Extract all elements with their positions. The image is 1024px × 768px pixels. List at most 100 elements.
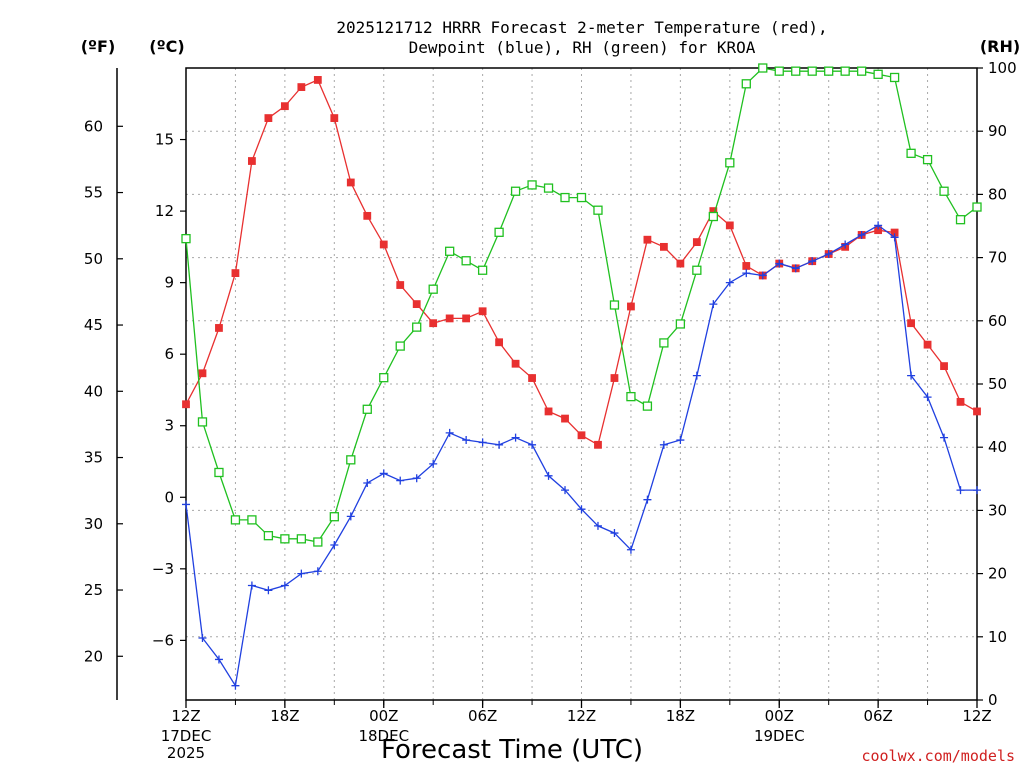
series-point [363,211,372,220]
unit-label-fahrenheit: (ºF) [81,37,116,56]
series-point [774,66,784,76]
series-point [478,307,487,316]
series-point [609,300,620,310]
series-point [230,515,241,525]
series-point [412,322,422,332]
series-point [808,257,817,266]
unit-label-rh: (RH) [980,37,1020,56]
series-point [642,401,653,411]
series-point [560,192,570,203]
series-point [577,505,586,514]
series-point [593,205,603,215]
series-point [973,407,981,416]
x-tick-date-label: 17DEC [161,727,212,745]
x-tick-label: 12Z [171,707,200,725]
series-point [461,256,471,266]
series-point [495,338,504,347]
series-point [544,471,553,480]
series-point [379,469,388,478]
celsius-tick-label: 12 [155,202,174,220]
series-point [626,545,635,554]
series-point [527,180,537,190]
series-point [231,681,240,690]
series-point [610,374,619,382]
series-point [198,369,207,378]
series-point [313,76,322,84]
series-point [824,250,833,259]
series-point [775,259,784,268]
rh-tick-label: 0 [988,691,998,709]
series-point [346,512,355,521]
x-tick-label: 12Z [962,707,991,725]
series-point [511,359,520,368]
series-point [906,148,916,158]
series-point [955,215,966,225]
series-point [923,340,932,349]
celsius-tick-label: 6 [164,345,174,363]
series-point [494,227,504,237]
series-point [725,221,734,230]
series-point [395,341,405,351]
series-point [758,271,767,280]
series-point [840,66,850,76]
series-point [379,240,388,249]
celsius-tick-label: 15 [155,131,174,149]
series-point [462,436,471,445]
celsius-tick-label: 9 [164,274,174,292]
rh-tick-label: 10 [988,628,1007,646]
series-point [824,66,834,76]
series-point [643,495,652,504]
x-axis-label: Forecast Time (UTC) [381,735,643,765]
series-point [659,338,669,348]
series-point [890,233,899,242]
rh-tick-label: 80 [988,185,1007,203]
series-point [445,314,454,323]
series-point [346,455,356,465]
fahrenheit-tick-label: 30 [84,515,103,533]
series-point [510,186,521,196]
rh-tick-label: 30 [988,501,1007,519]
series-point [264,586,273,595]
series-point [528,374,536,382]
fahrenheit-tick-label: 40 [84,382,103,400]
series-point [263,531,274,541]
x-tick-label: 06Z [468,707,497,725]
series-point [576,192,587,203]
series-point [675,319,686,329]
rh-tick-label: 100 [988,59,1017,77]
series-point [247,581,256,590]
x-tick-label: 06Z [863,707,892,725]
series-point [215,324,223,332]
celsius-tick-label: −6 [152,631,174,649]
x-tick-label: 12Z [567,707,596,725]
series-point [280,534,290,544]
series-point [330,114,339,122]
series-point [495,440,504,449]
series-point [889,72,900,83]
series-point [874,221,883,230]
x-tick-label: 18Z [666,707,695,725]
series-point [659,440,668,449]
series-point [873,69,883,79]
series-point [742,269,751,278]
series-point [725,158,735,168]
series-point [329,512,339,522]
series-point [428,284,438,294]
series-point [247,515,257,525]
series-point [346,178,355,187]
series-point [198,633,207,642]
series-point [396,281,405,289]
series-point [923,393,932,402]
series-point [231,269,240,278]
series-point [610,529,619,538]
series-point [742,262,751,270]
series-point [956,486,965,495]
series-point [841,240,850,249]
series-point [643,235,652,244]
series-point [857,230,866,239]
gridlines [186,68,977,700]
series-point [362,404,372,414]
series-point [856,66,867,76]
rh-tick-label: 90 [988,122,1007,140]
credit-label: coolwx.com/models [861,747,1015,765]
